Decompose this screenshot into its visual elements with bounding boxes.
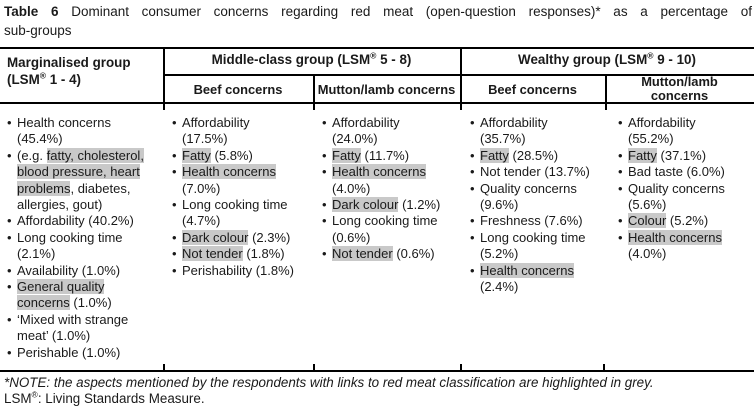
concern-list-item: Availability (1.0%) <box>7 263 159 280</box>
concern-list-item: ‘Mixed with strange meat’ (1.0%) <box>7 312 159 345</box>
header-wealthy-mutton-concerns: Mutton/lamb concerns <box>641 74 718 103</box>
concern-list-item: Long cooking time (5.2%) <box>470 230 604 263</box>
footnote-lsm: LSM®: Living Standards Measure. <box>4 389 205 406</box>
table-border-top <box>0 47 754 49</box>
table-border-bottom <box>0 370 754 372</box>
concern-list-item: Affordability (17.5%) <box>172 115 312 148</box>
concern-list-item: Quality concerns (9.6%) <box>470 181 604 214</box>
concern-list-item: General quality concerns (1.0%) <box>7 279 159 312</box>
concern-list-item: Fatty (28.5%) <box>470 147 604 165</box>
concern-list-item: Health concerns (45.4%) <box>7 115 159 148</box>
header-wealthy-group: Wealthy group (LSM® 9 - 10) <box>518 50 696 67</box>
concern-list-item: Dark colour (1.2%) <box>322 197 459 214</box>
concern-list-item: Health concerns (7.0%) <box>172 164 312 197</box>
concern-list-item: Affordability (40.2%) <box>7 213 159 230</box>
column-middle-mutton-concerns: Affordability (24.0%)Fatty (11.7%)Health… <box>322 115 459 263</box>
table-bottom-tick-3 <box>460 364 462 370</box>
concern-list-item: Not tender (0.6%) <box>322 246 459 263</box>
concern-list-item: Fatty (5.8%) <box>172 147 312 165</box>
concern-list-item: Affordability (24.0%) <box>322 115 459 148</box>
header-marginalised-group: Marginalised group (LSM® 1 - 4) <box>7 55 131 87</box>
concern-list-item: Quality concerns (5.6%) <box>618 181 752 214</box>
concern-list-item: Health concerns (4.0%) <box>618 229 752 263</box>
table-caption: Table 6 Dominant consumer concerns regar… <box>4 3 752 40</box>
table-divider-col4-col5 <box>605 74 607 110</box>
column-middle-beef-concerns: Affordability (17.5%)Fatty (5.8%)Health … <box>172 115 312 279</box>
footnote-note: *NOTE: the aspects mentioned by the resp… <box>4 375 654 390</box>
concern-list-item: Perishable (1.0%) <box>7 345 159 362</box>
concern-list-item: Bad taste (6.0%) <box>618 164 752 181</box>
concern-list-item: Not tender (13.7%) <box>470 164 604 181</box>
concern-list-item: Fatty (11.7%) <box>322 147 459 165</box>
concern-list-item: Freshness (7.6%) <box>470 213 604 230</box>
table-divider-col3-col4 <box>460 47 462 110</box>
concern-list-item: Colour (5.2%) <box>618 213 752 230</box>
table-caption-line1: Table 6 Dominant consumer concerns regar… <box>4 4 752 19</box>
concern-list-item: Health concerns (2.4%) <box>470 262 604 296</box>
table-bottom-tick-2 <box>313 364 315 370</box>
concern-list-item: Long cooking time (0.6%) <box>322 213 459 246</box>
table-divider-col2-col3 <box>313 74 315 110</box>
concern-list-item: Fatty (37.1%) <box>618 147 752 165</box>
concern-list-item: Not tender (1.8%) <box>172 246 312 263</box>
header-middle-mutton-concerns: Mutton/lamb concerns <box>317 82 456 97</box>
table-bottom-tick-4 <box>603 364 605 370</box>
concern-list-item: Perishability (1.8%) <box>172 263 312 280</box>
concern-list-item: Dark colour (2.3%) <box>172 229 312 247</box>
table-caption-line2: sub-groups <box>4 22 72 38</box>
table-bottom-tick-1 <box>163 364 165 370</box>
column-wealthy-beef-concerns: Affordability (35.7%)Fatty (28.5%)Not te… <box>470 115 604 295</box>
header-middle-beef-concerns: Beef concerns <box>193 82 283 97</box>
header-middle-class-group: Middle-class group (LSM® 5 - 8) <box>211 50 412 67</box>
table-rule-under-subheaders <box>0 102 754 104</box>
concern-list-item: Long cooking time (2.1%) <box>7 230 159 263</box>
concern-list-item: Health concerns (4.0%) <box>322 164 459 197</box>
concern-list-item: Affordability (35.7%) <box>470 115 604 148</box>
column-marginalised-concerns: Health concerns (45.4%)(e.g. fatty, chol… <box>7 115 159 362</box>
concern-list-item: Long cooking time (4.7%) <box>172 197 312 230</box>
concern-list-item: Affordability (55.2%) <box>618 115 752 148</box>
concern-list-item: (e.g. fatty, cholesterol, blood pressure… <box>7 147 159 214</box>
column-wealthy-mutton-concerns: Affordability (55.2%)Fatty (37.1%)Bad ta… <box>618 115 752 263</box>
table-rule-under-group-headers <box>163 74 754 76</box>
table-divider-col1-col2 <box>163 47 165 110</box>
header-wealthy-beef-concerns: Beef concerns <box>488 82 577 97</box>
